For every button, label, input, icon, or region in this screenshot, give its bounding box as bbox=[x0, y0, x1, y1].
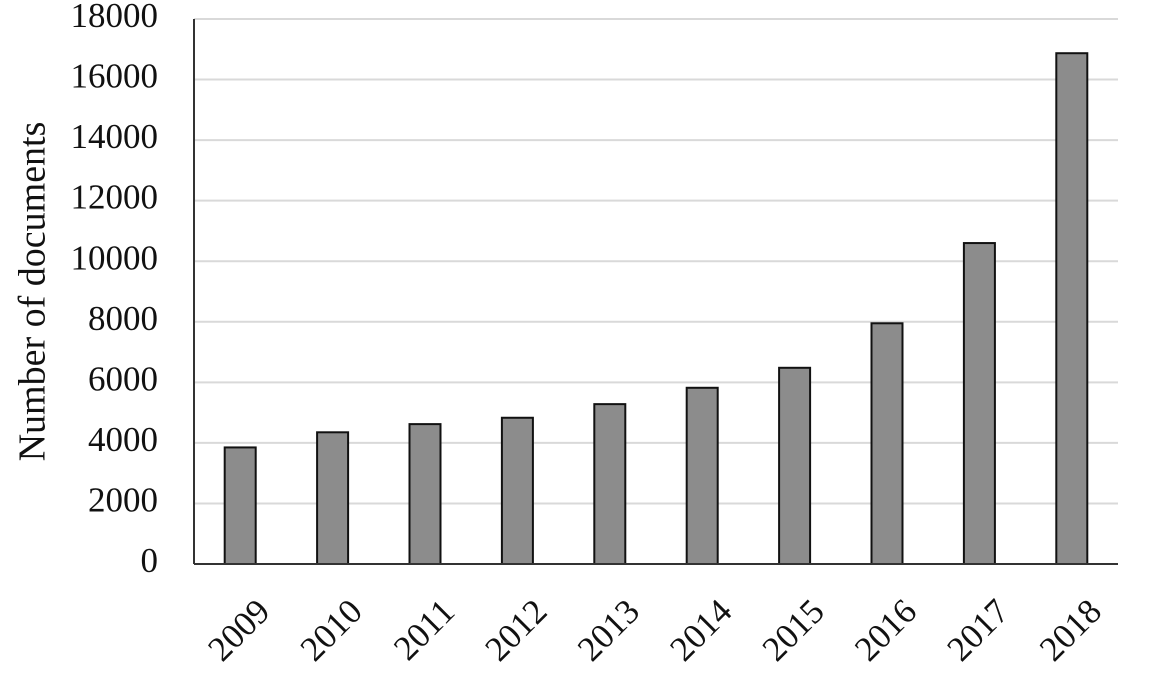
x-tick-label: 2009 bbox=[200, 592, 277, 669]
y-tick-label: 8000 bbox=[88, 299, 158, 338]
y-tick-labels: 0 2000 4000 6000 8000 10000 12000 14000 16000 180… bbox=[71, 0, 159, 580]
x-tick-label: 2014 bbox=[662, 592, 739, 669]
x-tick-label: 2013 bbox=[570, 592, 647, 669]
bar-2011 bbox=[408, 423, 442, 565]
x-tick-label: 2018 bbox=[1032, 592, 1109, 669]
bar-2014 bbox=[685, 386, 719, 565]
x-tick-label: 2011 bbox=[386, 592, 462, 668]
y-tick-label: 14000 bbox=[71, 117, 159, 156]
bar-2015 bbox=[778, 366, 812, 565]
y-tick-label: 18000 bbox=[71, 0, 159, 35]
bars bbox=[223, 52, 1089, 566]
x-tick-labels: 2009 2010 2011 2012 2013 2014 2015 2016 2017 2018 bbox=[200, 592, 1109, 669]
bar-2009 bbox=[223, 446, 257, 565]
y-tick-label: 6000 bbox=[88, 359, 158, 398]
bar-2010 bbox=[316, 431, 350, 565]
bar-2017 bbox=[962, 242, 996, 566]
bar-2018 bbox=[1055, 52, 1089, 565]
y-tick-label: 12000 bbox=[71, 178, 159, 217]
bar-2016 bbox=[870, 322, 904, 565]
y-axis-title: Number of documents bbox=[12, 122, 54, 462]
y-tick-label: 2000 bbox=[88, 480, 158, 519]
y-tick-label: 10000 bbox=[71, 238, 159, 277]
x-tick-label: 2012 bbox=[478, 592, 555, 669]
y-tick-label: 16000 bbox=[71, 57, 159, 96]
y-tick-label: 4000 bbox=[88, 420, 158, 459]
y-tick-label: 0 bbox=[141, 541, 159, 580]
x-tick-label: 2010 bbox=[293, 592, 370, 669]
x-tick-label: 2017 bbox=[940, 592, 1017, 669]
x-tick-label: 2015 bbox=[755, 592, 832, 669]
x-tick-label: 2016 bbox=[847, 592, 924, 669]
bar-2013 bbox=[593, 403, 627, 565]
bar-2012 bbox=[500, 416, 534, 565]
